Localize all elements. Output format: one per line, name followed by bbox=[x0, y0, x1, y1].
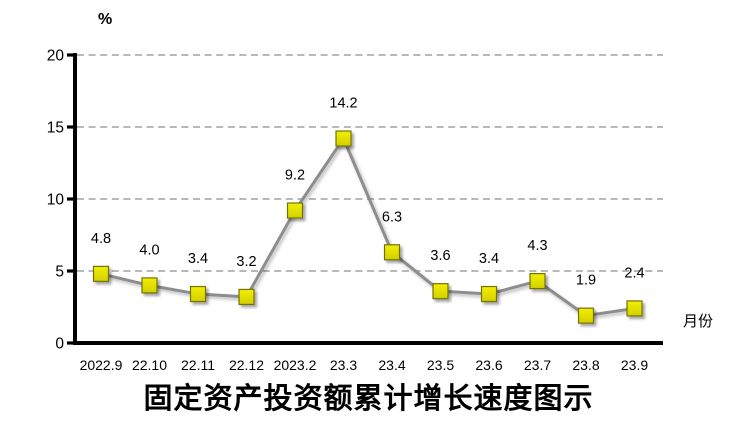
y-axis-unit-label: % bbox=[98, 11, 113, 28]
y-tick-label-20: 20 bbox=[47, 48, 65, 65]
data-label-23.8: 1.9 bbox=[576, 273, 596, 289]
x-category-label-23.9: 23.9 bbox=[621, 357, 648, 373]
data-point-marker-23.4 bbox=[383, 244, 401, 261]
x-category-label-2022.9: 2022.9 bbox=[80, 357, 123, 373]
data-point-marker-23.6 bbox=[480, 285, 498, 303]
data-label-23.9: 2.4 bbox=[624, 265, 644, 281]
data-label-23.6: 3.4 bbox=[479, 251, 499, 267]
data-point-marker-23.8 bbox=[577, 307, 595, 324]
x-category-label-22.10: 22.10 bbox=[132, 357, 167, 373]
x-category-label-2023.2: 2023.2 bbox=[274, 357, 317, 373]
x-axis-unit-label: 月份 bbox=[683, 313, 714, 330]
data-point-marker-22.10 bbox=[141, 277, 158, 294]
x-category-label-23.7: 23.7 bbox=[524, 357, 551, 373]
y-tick-label-0: 0 bbox=[55, 336, 64, 353]
x-category-label-22.11: 22.11 bbox=[181, 357, 215, 373]
data-point-marker-2023.2 bbox=[286, 202, 304, 219]
x-category-label-23.3: 23.3 bbox=[330, 357, 357, 373]
y-tick-label-5: 5 bbox=[55, 264, 64, 281]
data-label-22.11: 3.4 bbox=[188, 251, 208, 267]
data-point-marker-22.12 bbox=[238, 288, 255, 306]
data-point-marker-23.3 bbox=[335, 130, 352, 147]
data-label-23.7: 4.3 bbox=[527, 238, 547, 254]
data-label-23.3: 14.2 bbox=[329, 96, 357, 112]
data-label-23.4: 6.3 bbox=[382, 209, 402, 225]
data-label-23.5: 3.6 bbox=[430, 248, 450, 264]
chart-title: 固定资产投资额累计增长速度图示 bbox=[143, 383, 594, 415]
data-label-2023.2: 9.2 bbox=[285, 168, 305, 184]
data-point-marker-22.11 bbox=[189, 285, 207, 303]
x-category-label-23.6: 23.6 bbox=[475, 357, 502, 373]
data-point-marker-23.7 bbox=[529, 272, 546, 290]
x-category-label-23.4: 23.4 bbox=[378, 357, 405, 373]
y-tick-label-15: 15 bbox=[47, 120, 64, 137]
data-label-2022.9: 4.8 bbox=[91, 231, 111, 247]
series-line bbox=[99, 137, 636, 318]
y-tick-label-10: 10 bbox=[47, 192, 65, 209]
data-label-22.10: 4.0 bbox=[139, 242, 159, 258]
data-point-marker-2022.9 bbox=[92, 265, 110, 282]
data-label-22.12: 3.2 bbox=[236, 254, 256, 270]
x-category-label-23.5: 23.5 bbox=[427, 357, 454, 373]
data-point-marker-23.5 bbox=[432, 283, 449, 300]
data-point-marker-23.9 bbox=[626, 300, 643, 317]
x-category-label-22.12: 22.12 bbox=[229, 357, 264, 373]
x-category-label-23.8: 23.8 bbox=[572, 357, 599, 373]
